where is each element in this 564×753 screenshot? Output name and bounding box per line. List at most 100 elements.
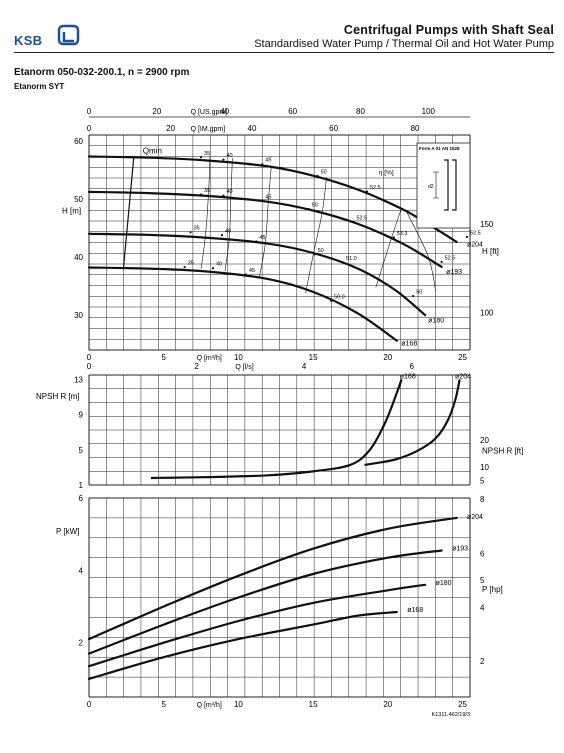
efficiency-point [341,261,345,264]
power-curve-label: ø168 [407,607,423,614]
lps-tick-label: 4 [302,362,307,371]
efficiency-point [244,273,247,276]
efficiency-point [189,231,192,234]
power-curve [87,610,398,680]
efficiency-label: 45 [265,194,271,200]
efficiency-label: 40 [216,262,222,268]
efficiency-iso-curve [305,177,327,294]
us-gpm-tick-label: 60 [288,107,297,116]
us-gpm-tick-label: 0 [87,107,92,116]
head-y-tick-label: 50 [74,195,83,204]
efficiency-label: 50 [321,169,327,175]
efficiency-point [183,265,186,269]
im-gpm-tick-label: 20 [166,124,175,133]
us-gpm-tick-label: 100 [422,107,436,116]
header-divider [14,52,554,53]
efficiency-label: 45 [249,268,255,274]
npsh-curve-label: ø204 [455,374,471,381]
npsh-y-tick-label: 9 [79,411,84,420]
npsh-y-tick-label: 5 [79,446,84,455]
lps-tick-label: 2 [194,362,199,371]
efficiency-label: 35 [188,261,194,267]
power-x-tick-label: 0 [87,700,92,709]
efficiency-point [261,163,264,166]
efficiency-label: 50 [312,202,318,208]
us-gpm-tick-label: 20 [152,107,161,116]
efficiency-iso-curve [224,157,233,272]
power-hp-tick-label: 2 [480,657,485,666]
head-curve [87,232,427,317]
impeller-diameter-label: ø193 [446,269,462,276]
efficiency-label: 40 [225,229,231,235]
head-x-tick-label: 5 [161,353,166,362]
efficiency-iso-curve [375,208,402,288]
efficiency-label: 40 [226,153,232,159]
impeller-diameter-label: ø168 [401,340,417,347]
diameter-dimension [433,171,439,199]
head-x-tick-label: 10 [234,353,243,362]
head-y-tick-label: 40 [74,253,83,262]
power-x-axis-label: Q [m³/h] [197,702,222,709]
power-curve-label: ø204 [467,514,483,521]
efficiency-point [211,267,215,270]
lps-axis-label: Q [l/s] [235,364,253,371]
head-ft-tick-label: 150 [480,220,494,229]
npsh-y-tick-label: 13 [74,375,83,384]
power-x-tick-label: 10 [234,700,243,709]
qmin-line [122,156,135,270]
efficiency-point [465,235,469,238]
power-curve [87,549,443,655]
efficiency-point [329,299,333,302]
efficiency-point [365,190,368,193]
head-x-tick-label: 20 [383,353,392,362]
power-y-tick-label: 4 [79,566,84,575]
power-x-tick-label: 20 [383,700,392,709]
efficiency-iso-curve [259,166,272,278]
efficiency-label: 51.0 [346,256,357,262]
head-curve [87,155,458,243]
efficiency-label: 35 [204,188,210,194]
efficiency-label: 50 [416,290,422,296]
efficiency-point [440,260,443,263]
im-gpm-tick-label: 40 [248,124,257,133]
power-x-tick-label: 15 [309,700,318,709]
model-variant: Etanorm SYT [14,82,65,91]
power-hp-axis-label: P [hp] [482,585,503,594]
npsh-ft-tick-label: 20 [480,436,489,445]
head-curve [87,266,398,342]
im-gpm-tick-label: 80 [411,124,420,133]
power-hp-tick-label: 4 [480,603,485,612]
efficiency-label: 50 [318,248,324,254]
im-gpm-tick-label: 0 [87,124,92,133]
ksb-logo [57,24,80,46]
efficiency-label: 40 [226,189,232,195]
efficiency-label: 52.5 [356,215,367,221]
page-subtitle: Standardised Water Pump / Thermal Oil an… [254,38,554,50]
inset-d2-label: d2 [428,184,434,190]
efficiency-point [199,193,203,196]
efficiency-label: 50.0 [334,294,345,300]
power-hp-tick-label: 6 [480,549,485,558]
npsh-curve-label: ø168 [400,374,416,381]
efficiency-point [316,174,319,177]
power-x-tick-label: 5 [161,700,166,709]
npsh-y-axis-label: NPSH R [m] [36,392,80,401]
efficiency-label: 52.5 [370,185,381,191]
head-x-tick-label: 25 [458,353,467,362]
efficiency-iso-curve [200,156,211,269]
head-y-axis-label: H [m] [62,206,81,215]
impeller-sketch [444,159,457,211]
power-curve [87,516,458,641]
npsh-curve [150,379,403,480]
lps-tick-label: 6 [410,362,415,371]
npsh-ft-axis-label: NPSH R [ft] [482,446,523,455]
lps-tick-label: 0 [87,362,92,371]
efficiency-label: 35 [204,151,210,157]
qmin-label: Qmin [143,147,162,156]
npsh-y-tick-label: 1 [79,481,84,490]
efficiency-point [313,253,316,256]
npsh-ft-tick-label: 10 [480,463,489,472]
im-gpm-tick-label: 60 [329,124,338,133]
